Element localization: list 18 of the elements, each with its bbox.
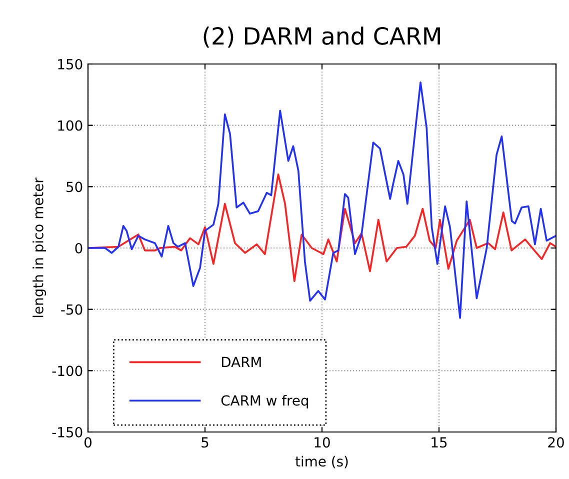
x-tick-label: 5	[202, 437, 208, 448]
legend-label: CARM w freq	[221, 394, 308, 408]
y-tick-label: 50	[66, 182, 82, 192]
y-tick-label: 150	[58, 58, 82, 70]
legend-label: DARM	[222, 356, 261, 368]
y-tick-label: 0	[75, 242, 82, 254]
x-axis-title: time (s)	[295, 456, 348, 468]
x-tick-label: 0	[84, 437, 92, 448]
line-series	[88, 81, 556, 319]
y-tick-label: -50	[61, 304, 82, 315]
x-tick-label: 20	[548, 437, 564, 448]
x-tick-label: 15	[432, 437, 447, 448]
chart-title: (2) DARM and CARM	[204, 26, 440, 48]
y-tick-label: 100	[58, 120, 82, 131]
y-tick-label: -100	[52, 366, 82, 376]
y-tick-label: -150	[52, 426, 82, 438]
y-axis-title: length in pico meter	[32, 178, 46, 318]
x-tick-label: 10	[314, 437, 330, 448]
